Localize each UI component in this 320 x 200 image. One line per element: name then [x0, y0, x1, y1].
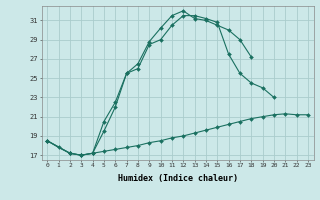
X-axis label: Humidex (Indice chaleur): Humidex (Indice chaleur)	[118, 174, 237, 183]
